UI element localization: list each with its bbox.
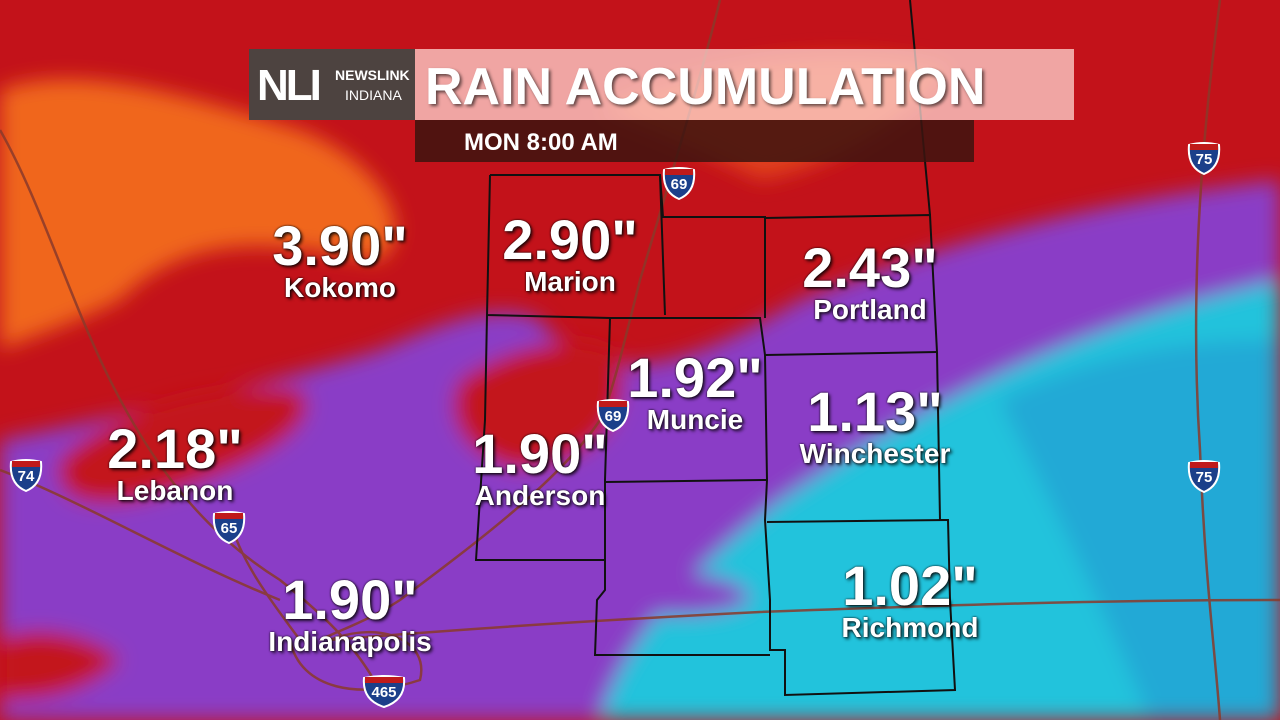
city-label-lebanon: 2.18" Lebanon [107, 417, 243, 506]
city-label-marion: 2.90" Marion [502, 208, 638, 297]
interstate-69-shield: 69 [662, 166, 696, 201]
city-label-winchester: 1.13" Winchester [799, 380, 951, 469]
newslink-indiana-logo: NLI NEWSLINK INDIANA [249, 49, 415, 120]
time-bar: MON 8:00 AM [415, 120, 974, 162]
forecast-time: MON 8:00 AM [464, 129, 618, 156]
city-label-portland: 2.43" Portland [802, 236, 938, 325]
city-label-anderson: 1.90" Anderson [472, 422, 608, 511]
city-label-kokomo: 3.90" Kokomo [272, 214, 408, 303]
interstate-75-shield: 75 [1187, 141, 1221, 176]
city-label-muncie: 1.92" Muncie [627, 346, 763, 435]
interstate-465-shield: 465 [362, 674, 406, 709]
orange-swath [0, 79, 396, 350]
city-label-richmond: 1.02" Richmond [841, 554, 979, 643]
interstate-75-shield: 75 [1187, 459, 1221, 494]
interstate-74-shield: 74 [9, 458, 43, 493]
interstate-65-shield: 65 [212, 510, 246, 545]
red-lobe-lebanon [58, 387, 307, 504]
title-bar: RAIN ACCUMULATION [415, 49, 1074, 120]
interstate-69-shield: 69 [596, 398, 630, 433]
city-label-indianapolis: 1.90" Indianapolis [268, 568, 432, 657]
page-title: RAIN ACCUMULATION [425, 58, 986, 116]
